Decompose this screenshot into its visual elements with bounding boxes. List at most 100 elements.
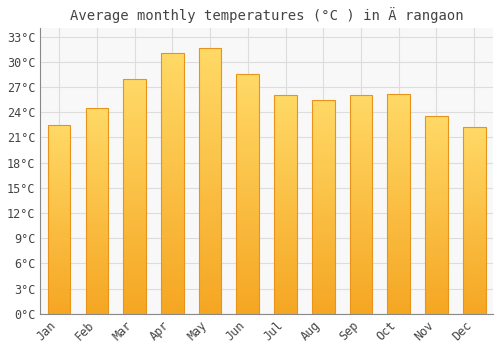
Bar (274, 285, 297, 288)
Bar (388, 281, 410, 283)
Bar (350, 200, 372, 202)
Bar (425, 227, 448, 229)
Bar (388, 193, 410, 195)
Bar (86, 135, 108, 137)
Bar (124, 281, 146, 283)
Bar (274, 119, 297, 121)
Bar (274, 121, 297, 123)
Bar (124, 152, 146, 154)
Bar (312, 124, 334, 126)
Bar (425, 286, 448, 288)
Bar (236, 127, 259, 130)
Bar (199, 59, 222, 62)
Bar (48, 183, 70, 186)
Bar (48, 174, 70, 176)
Bar (236, 149, 259, 151)
Bar (199, 139, 222, 141)
Bar (274, 149, 297, 152)
Bar (274, 226, 297, 228)
Bar (236, 259, 259, 261)
Bar (161, 202, 184, 204)
Bar (463, 243, 485, 245)
Bar (312, 205, 334, 207)
Bar (86, 291, 108, 293)
Bar (124, 267, 146, 269)
Bar (86, 273, 108, 275)
Bar (199, 67, 222, 70)
Bar (124, 140, 146, 142)
Bar (388, 94, 410, 96)
Bar (48, 299, 70, 301)
Bar (236, 312, 259, 314)
Bar (48, 261, 70, 263)
Bar (86, 298, 108, 300)
Bar (312, 162, 334, 164)
Bar (48, 246, 70, 248)
Bar (463, 127, 485, 314)
Bar (350, 106, 372, 108)
Bar (161, 105, 184, 107)
Bar (388, 206, 410, 208)
Bar (199, 194, 222, 197)
Bar (236, 122, 259, 125)
Bar (48, 221, 70, 223)
Bar (86, 180, 108, 182)
Bar (48, 268, 70, 271)
Bar (388, 169, 410, 171)
Bar (388, 111, 410, 114)
Bar (161, 61, 184, 63)
Bar (48, 167, 70, 168)
Bar (48, 149, 70, 151)
Bar (86, 172, 108, 174)
Bar (274, 143, 297, 145)
Bar (161, 288, 184, 290)
Bar (274, 228, 297, 231)
Bar (236, 173, 259, 175)
Bar (124, 163, 146, 166)
Bar (199, 197, 222, 200)
Bar (388, 303, 410, 305)
Bar (463, 193, 485, 195)
Bar (161, 301, 184, 303)
Bar (199, 102, 222, 104)
Bar (425, 278, 448, 280)
Bar (48, 168, 70, 170)
Bar (124, 105, 146, 107)
Bar (463, 180, 485, 181)
Bar (425, 211, 448, 213)
Bar (463, 185, 485, 187)
Bar (48, 238, 70, 240)
Bar (312, 305, 334, 308)
Bar (425, 271, 448, 272)
Bar (236, 156, 259, 158)
Bar (199, 91, 222, 93)
Bar (425, 146, 448, 148)
Bar (161, 241, 184, 243)
Bar (350, 99, 372, 101)
Bar (425, 180, 448, 182)
Bar (463, 144, 485, 146)
Bar (236, 125, 259, 127)
Bar (274, 147, 297, 149)
Bar (236, 197, 259, 199)
Bar (48, 206, 70, 208)
Bar (274, 299, 297, 301)
Bar (388, 215, 410, 217)
Bar (236, 257, 259, 259)
Bar (124, 302, 146, 304)
Bar (86, 176, 108, 178)
Bar (274, 101, 297, 103)
Bar (463, 172, 485, 174)
Bar (86, 300, 108, 302)
Bar (124, 276, 146, 279)
Bar (274, 176, 297, 178)
Bar (48, 248, 70, 250)
Bar (199, 115, 222, 117)
Bar (161, 228, 184, 230)
Bar (48, 182, 70, 183)
Bar (236, 307, 259, 309)
Bar (124, 79, 146, 81)
Bar (388, 182, 410, 184)
Bar (124, 97, 146, 100)
Bar (350, 206, 372, 209)
